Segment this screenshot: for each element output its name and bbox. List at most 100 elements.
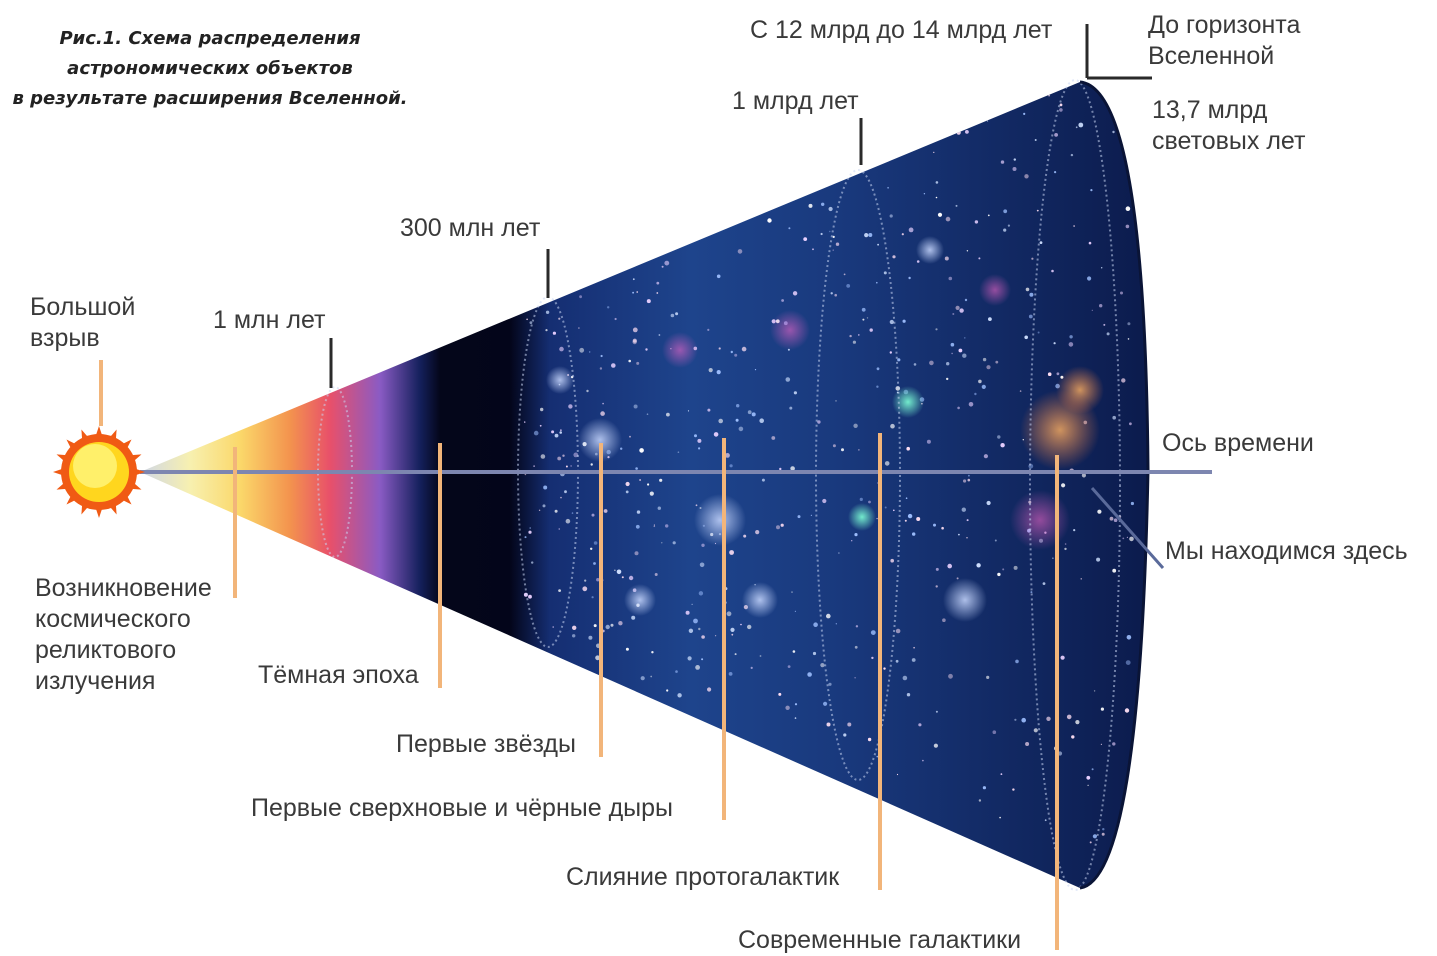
- star-dot: [961, 507, 966, 512]
- star-dot: [1124, 140, 1127, 143]
- label-big-bang: Большой взрыв: [30, 293, 136, 352]
- star-dot: [937, 212, 943, 217]
- star-dot: [1059, 103, 1063, 107]
- star-dot: [902, 675, 908, 681]
- star-dot: [978, 379, 982, 384]
- star-dot: [761, 478, 765, 482]
- star-dot: [906, 446, 910, 451]
- star-dot: [1092, 834, 1097, 839]
- star-dot: [1099, 304, 1103, 308]
- star-dot: [866, 317, 869, 319]
- star-dot: [1061, 483, 1066, 488]
- star-dot: [829, 230, 831, 233]
- star-dot: [552, 626, 554, 628]
- star-dot: [646, 299, 651, 304]
- star-dot: [846, 284, 851, 288]
- star-dot: [1075, 720, 1080, 725]
- star-dot: [640, 676, 645, 681]
- star-dot: [968, 402, 974, 407]
- star-dot: [902, 319, 906, 323]
- star-dot: [578, 327, 580, 329]
- star-dot: [871, 656, 874, 660]
- star-dot: [933, 151, 935, 153]
- star-dot: [636, 291, 638, 293]
- star-dot: [636, 510, 641, 514]
- star-dot: [1000, 160, 1005, 164]
- star-dot: [785, 377, 791, 382]
- star-dot: [1113, 518, 1118, 522]
- star-dot: [1015, 659, 1019, 664]
- star-dot: [982, 786, 987, 790]
- star-dot: [828, 682, 832, 686]
- star-dot: [1127, 322, 1131, 326]
- galaxy-glow: [943, 578, 987, 622]
- star-dot: [545, 329, 548, 332]
- star-dot: [1125, 206, 1131, 211]
- star-dot: [962, 353, 967, 358]
- star-dot: [986, 675, 990, 680]
- star-dot: [731, 633, 734, 636]
- ring-horizon: [1029, 79, 1121, 891]
- star-dot: [785, 705, 790, 710]
- star-dot: [1125, 660, 1131, 665]
- star-dot: [855, 625, 859, 628]
- star-dot: [966, 537, 968, 539]
- star-dot: [698, 627, 701, 631]
- star-dot: [794, 610, 797, 613]
- star-dot: [616, 569, 622, 575]
- star-dot: [822, 498, 827, 504]
- star-dot: [974, 220, 979, 224]
- star-dot: [558, 589, 561, 592]
- star-dot: [1003, 228, 1007, 232]
- star-dot: [1052, 557, 1054, 559]
- star-dot: [895, 628, 901, 634]
- star-dot: [1081, 473, 1086, 478]
- star-dot: [558, 317, 561, 320]
- star-dot: [533, 430, 539, 436]
- star-dot: [730, 627, 735, 633]
- star-dot: [599, 367, 603, 370]
- star-dot: [554, 433, 559, 438]
- star-dot: [1025, 742, 1030, 746]
- star-dot: [988, 317, 992, 321]
- star-dot: [539, 424, 542, 427]
- star-dot: [877, 243, 879, 246]
- star-dot: [986, 365, 991, 370]
- star-dot: [1139, 847, 1141, 849]
- star-dot: [647, 483, 650, 486]
- star-dot: [1059, 108, 1063, 112]
- star-dot: [813, 622, 818, 627]
- star-dot: [695, 504, 698, 507]
- star-dot: [1120, 291, 1123, 295]
- star-dot: [625, 647, 629, 651]
- star-dot: [1068, 342, 1074, 347]
- star-dot: [633, 404, 638, 409]
- star-dot: [907, 513, 913, 519]
- star-dot: [557, 456, 562, 461]
- star-dot: [656, 292, 659, 294]
- star-dot: [664, 260, 670, 266]
- star-dot: [593, 562, 596, 565]
- star-dot: [658, 334, 661, 336]
- star-dot: [645, 348, 648, 351]
- star-dot: [911, 658, 916, 662]
- star-dot: [883, 271, 887, 275]
- star-dot: [565, 518, 571, 524]
- star-dot: [947, 563, 952, 569]
- galaxy-glow: [546, 366, 574, 394]
- star-dot: [759, 655, 762, 657]
- star-dot: [992, 730, 997, 734]
- star-dot: [1113, 842, 1117, 846]
- star-dot: [1073, 529, 1076, 532]
- star-dot: [945, 216, 951, 222]
- star-dot: [1129, 422, 1132, 426]
- star-dot: [941, 526, 944, 530]
- star-dot: [876, 367, 880, 371]
- star-dot: [1014, 718, 1017, 721]
- star-dot: [726, 611, 732, 617]
- label-dark-age: Тёмная эпоха: [258, 661, 419, 689]
- star-dot: [1108, 85, 1113, 90]
- star-dot: [1024, 335, 1028, 340]
- star-dot: [632, 291, 634, 294]
- star-dot: [730, 350, 733, 354]
